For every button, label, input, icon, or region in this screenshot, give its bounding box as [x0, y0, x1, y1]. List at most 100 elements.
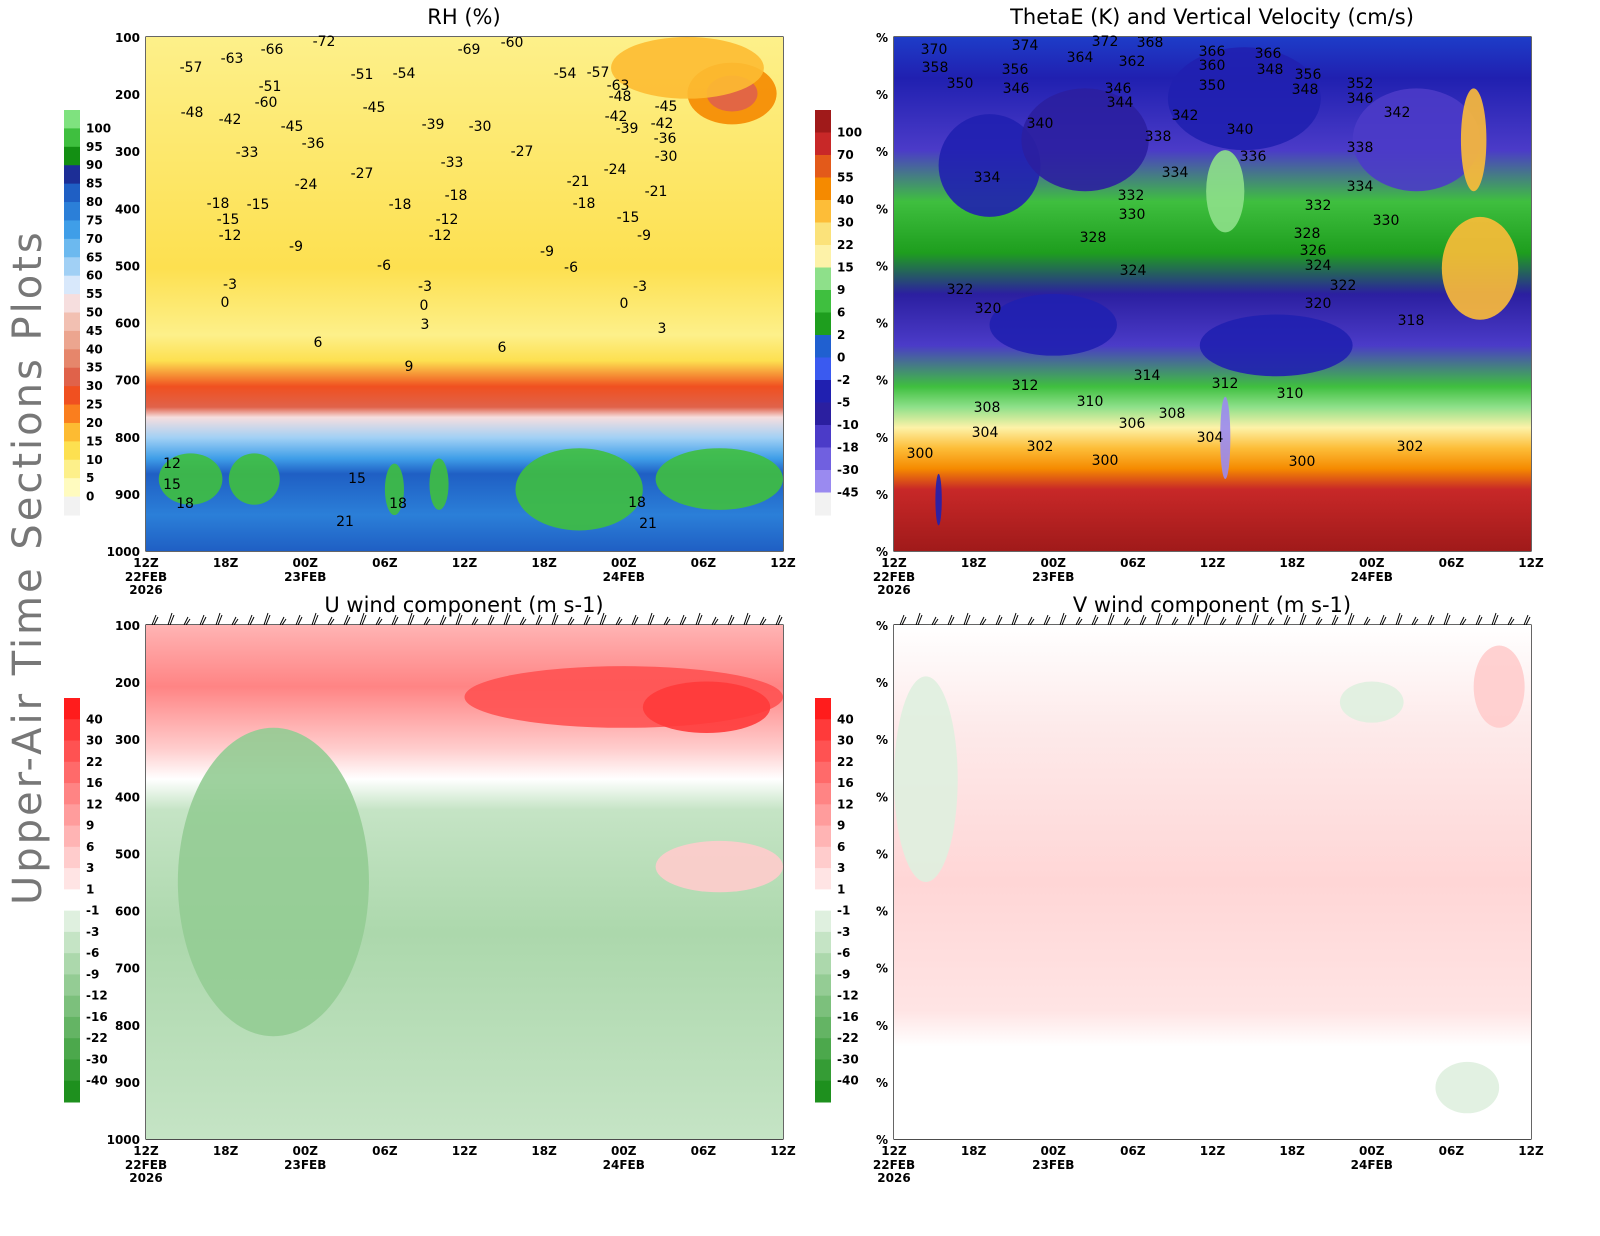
wind-barb — [1429, 616, 1435, 626]
wind-barb — [311, 612, 317, 626]
thetae-contour-label: 302 — [1397, 439, 1424, 455]
colorbar-label: 30 — [837, 216, 854, 230]
wind-barb — [1411, 616, 1417, 626]
colorbar-label: 20 — [86, 416, 103, 430]
y-tick-label: % — [876, 31, 888, 45]
wind-barb — [249, 616, 255, 626]
temperature-contour-label: -33 — [236, 145, 259, 161]
colorbar-swatch — [815, 825, 831, 848]
x-date-label: 23FEB — [1032, 570, 1074, 584]
colorbar-swatch — [64, 740, 80, 763]
thetae-contour-label: 340 — [1227, 122, 1254, 138]
colorbar-swatch — [815, 804, 831, 827]
wind-barb — [201, 616, 207, 626]
wind-barb — [979, 616, 985, 626]
x-tick-label: 00Z — [611, 556, 637, 570]
plot-area-thetae — [894, 37, 1531, 551]
thetae-contour-label: 338 — [1145, 129, 1172, 145]
wind-barb — [1443, 612, 1449, 626]
colorbar-swatch — [815, 290, 831, 313]
colorbar-label: 1 — [86, 882, 94, 896]
colorbar-swatch — [815, 1080, 831, 1103]
thetae-contour-label: 360 — [1199, 58, 1226, 74]
thetae-contour-label: 342 — [1384, 105, 1411, 121]
temperature-contour-label: 15 — [348, 471, 366, 487]
temperature-contour-label: 21 — [336, 514, 354, 530]
wind-barb — [409, 614, 415, 626]
x-tick-label: 12Z — [452, 556, 478, 570]
x-tick-label: 18Z — [531, 556, 557, 570]
wind-barb — [583, 614, 589, 626]
wind-barb — [153, 616, 159, 626]
colorbar-swatch — [64, 294, 80, 313]
colorbar-swatch — [815, 222, 831, 246]
wind-barb — [1365, 618, 1371, 626]
x-tick-label: 00Z — [293, 556, 319, 570]
wind-barb — [1493, 614, 1499, 626]
wind-barb — [407, 612, 413, 626]
colorbar-label: 22 — [837, 238, 854, 252]
colorbar-swatch — [815, 312, 831, 336]
wind-barb — [1395, 612, 1401, 626]
colorbar-swatch — [815, 868, 831, 890]
wind-barb — [1445, 614, 1451, 626]
contour-fill — [894, 676, 958, 882]
wind-barb — [1091, 614, 1097, 626]
x-tick-label: 06Z — [1439, 556, 1465, 570]
contour-fill — [1352, 88, 1481, 192]
y-tick-label: 800 — [115, 1019, 140, 1033]
wind-barb — [1413, 618, 1419, 626]
wind-barb — [949, 616, 955, 626]
temperature-contour-label: -63 — [607, 78, 630, 94]
colorbar-label: 2 — [837, 328, 845, 342]
wind-barb — [1333, 616, 1339, 626]
y-tick-label: 100 — [115, 619, 140, 633]
wind-barb — [297, 616, 303, 626]
temperature-contour-label: -18 — [573, 196, 596, 212]
colorbar-swatch — [64, 441, 80, 461]
wind-barb — [425, 618, 431, 626]
wind-barb — [1029, 618, 1035, 626]
colorbar-label: 6 — [86, 840, 94, 854]
wind-barb — [1221, 618, 1227, 626]
colorbar-swatch — [64, 330, 80, 350]
colorbar-label: 9 — [837, 819, 845, 833]
colorbar-swatch — [64, 257, 80, 277]
thetae-contour-label: 306 — [1119, 416, 1146, 432]
colorbar-label: 85 — [86, 177, 103, 191]
colorbar-swatch — [815, 889, 831, 912]
thetae-contour-label: 358 — [922, 60, 949, 76]
wind-barb — [1123, 616, 1129, 626]
contour-fill — [935, 473, 942, 526]
wind-barb — [1189, 616, 1195, 626]
wind-barb — [441, 616, 447, 626]
thetae-contour-label: 350 — [1199, 78, 1226, 94]
colorbar-label: 6 — [837, 840, 845, 854]
x-date-label: 22FEB — [125, 570, 167, 584]
wind-barb — [617, 618, 623, 626]
colorbar-label: 65 — [86, 250, 103, 264]
x-date-label: 23FEB — [1032, 1158, 1074, 1172]
wind-barb — [455, 612, 461, 626]
wind-barb — [569, 618, 575, 626]
colorbar-label: 1 — [837, 882, 845, 896]
thetae-contour-label: 332 — [1305, 198, 1332, 214]
y-tick-label: 200 — [115, 676, 140, 690]
colorbar-swatch — [64, 783, 80, 805]
temperature-contour-label: -15 — [247, 197, 270, 213]
colorbar-swatch — [64, 953, 80, 975]
temperature-contour-label: -54 — [393, 66, 416, 82]
wind-barb — [915, 612, 921, 626]
temperature-contour-label: -45 — [655, 99, 678, 115]
wind-barb — [521, 618, 527, 626]
wind-barb — [169, 614, 175, 626]
contour-fill — [1167, 47, 1321, 151]
colorbar-swatch — [815, 783, 831, 805]
x-date-label: 2026 — [129, 583, 162, 597]
panel-title-uwind: U wind component (m s-1) — [324, 593, 603, 617]
thetae-contour-label: 332 — [1118, 188, 1145, 204]
colorbar-label: 6 — [837, 306, 845, 320]
y-tick-label: % — [876, 847, 888, 861]
colorbar-swatch — [815, 698, 831, 720]
colorbar-swatch — [64, 1059, 80, 1082]
